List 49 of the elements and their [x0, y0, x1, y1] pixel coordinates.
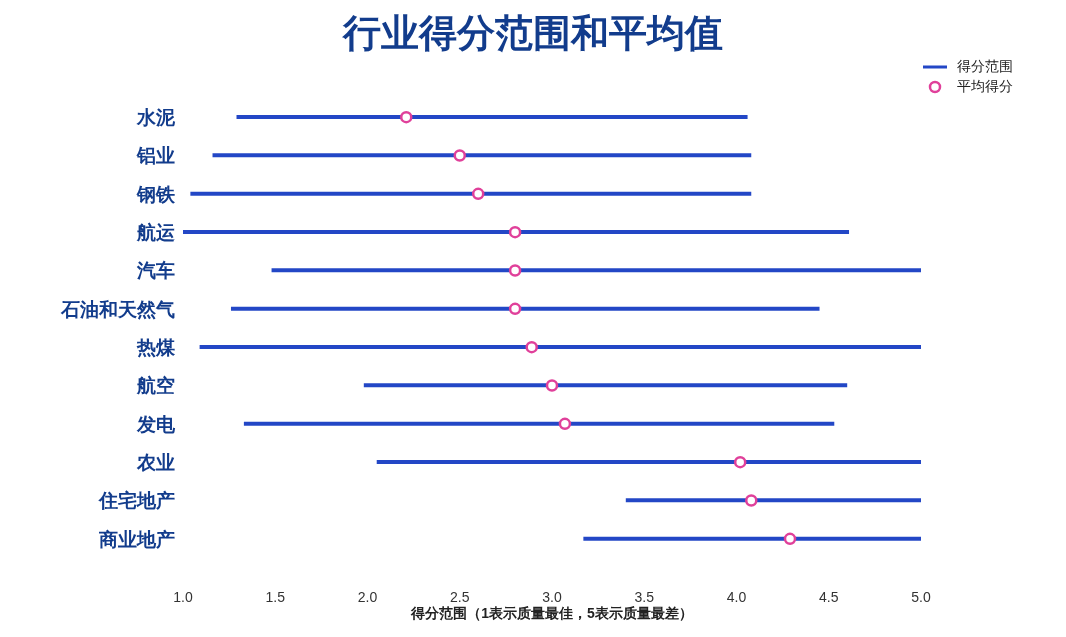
point [508, 225, 522, 239]
point [545, 379, 559, 392]
bar [376, 460, 921, 464]
legend-label: 得分范围 [957, 58, 1013, 76]
x-tick-label: 5.0 [911, 588, 931, 605]
point [783, 532, 797, 546]
y-tick-label: 热煤 [136, 336, 176, 358]
y-tick-label: 航运 [136, 221, 175, 243]
point [733, 455, 747, 469]
bar [190, 191, 752, 196]
x-tick-label: 3.5 [634, 588, 655, 605]
point [453, 149, 466, 162]
y-tick-label: 商业地产 [98, 528, 175, 550]
y-tick-label: 铝业 [136, 145, 175, 167]
bar [199, 345, 921, 349]
point [471, 187, 485, 201]
x-tick-label: 1.0 [173, 588, 193, 605]
legend-label: 平均得分 [957, 78, 1013, 96]
bar [583, 536, 921, 541]
y-tick-label: 石油和天然气 [60, 298, 175, 320]
bar [243, 421, 835, 426]
x-tick-label: 4.5 [819, 588, 839, 605]
bar [212, 153, 752, 158]
point [745, 494, 758, 507]
chart-title: 行业得分范围和平均值 [341, 11, 724, 56]
bar [625, 498, 921, 503]
y-tick-label: 航空 [136, 375, 175, 397]
x-tick-label: 2.5 [450, 588, 470, 605]
point [508, 302, 522, 316]
y-tick-label: 发电 [136, 413, 176, 435]
bar [236, 115, 748, 119]
point [558, 417, 572, 431]
x-tick-label: 2.0 [357, 588, 378, 605]
y-tick-label: 水泥 [136, 106, 176, 128]
point [400, 110, 413, 124]
x-tick-label: 4.0 [726, 588, 747, 605]
bar [230, 306, 820, 311]
x-tick-label: 1.5 [265, 588, 286, 605]
bar [271, 268, 921, 273]
y-tick-label: 农业 [136, 451, 175, 473]
bar [363, 383, 848, 388]
point [525, 340, 538, 354]
x-tick-label: 3.0 [542, 588, 562, 605]
y-tick-label: 住宅地产 [98, 490, 175, 512]
y-tick-label: 钢铁 [136, 183, 176, 205]
point [508, 264, 522, 277]
y-tick-label: 汽车 [136, 260, 175, 282]
x-axis-title: 得分范围（1表示质量最佳，5表示质量最差） [410, 605, 693, 621]
bar [183, 230, 850, 234]
